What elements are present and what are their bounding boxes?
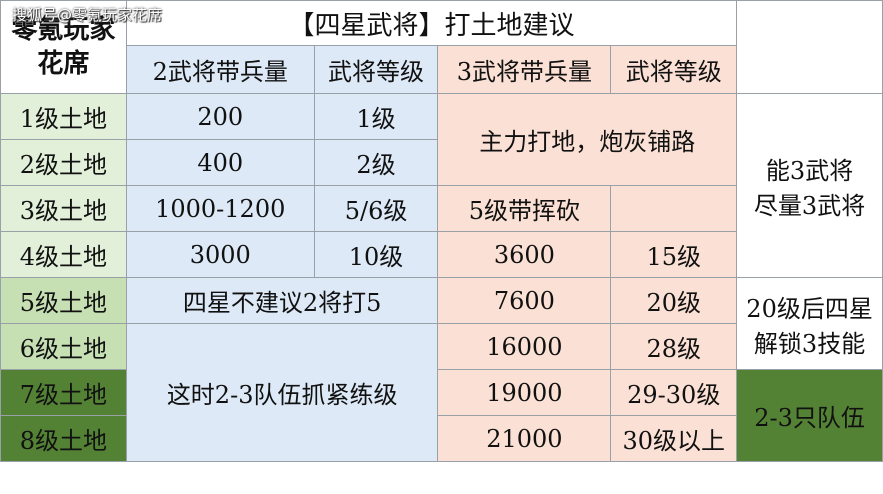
troops-3: 16000 (437, 323, 612, 370)
land-suggestion-table: 零氪玩家 花席 【四星武将】打土地建议 2武将带兵量 武将等级 3武将带兵量 武… (0, 0, 883, 462)
empty-level-3 (610, 185, 738, 232)
row-label: 6级土地 (0, 323, 127, 370)
row-label: 2级土地 (0, 139, 127, 186)
level-3: 28级 (610, 323, 738, 370)
header-2-troops: 2武将带兵量 (125, 45, 315, 94)
troops-3: 7600 (437, 277, 612, 324)
row-label: 1级土地 (0, 93, 127, 140)
row-label: 3级土地 (0, 185, 127, 232)
troops-3: 19000 (437, 369, 612, 416)
author-cell: 零氪玩家 花席 (0, 0, 127, 94)
troops-2: 200 (125, 93, 315, 140)
author-line-1: 零氪玩家 (11, 15, 116, 45)
troops-3: 21000 (437, 415, 612, 462)
note-team-count: 2-3只队伍 (736, 369, 883, 462)
team-train-note: 这时2-3队伍抓紧练级 (125, 323, 439, 462)
row-label: 8级土地 (0, 415, 127, 462)
troops-2: 1000-1200 (125, 185, 315, 232)
no-two-general-note: 四星不建议2将打5 (125, 277, 439, 324)
level-2: 5/6级 (313, 185, 439, 232)
note-line: 尽量3武将 (753, 191, 866, 220)
level-2: 2级 (313, 139, 439, 186)
level-2: 10级 (313, 231, 439, 278)
note-skill-unlock: 20级后四星 解锁3技能 (736, 277, 883, 370)
level-3: 15级 (610, 231, 738, 278)
troops-3: 3600 (437, 231, 612, 278)
table-title: 【四星武将】打土地建议 (125, 0, 738, 46)
troops-2: 3000 (125, 231, 315, 278)
note-line: 能3武将 (765, 156, 854, 185)
header-3-level: 武将等级 (610, 45, 738, 94)
watermark-text: 搜狐号@零氪玩家花席 (12, 6, 163, 24)
note-line: 解锁3技能 (753, 329, 866, 358)
level-2: 1级 (313, 93, 439, 140)
level-3: 30级以上 (610, 415, 738, 462)
row-label: 4级土地 (0, 231, 127, 278)
row-label: 7级土地 (0, 369, 127, 416)
main-force-note: 主力打地，炮灰铺路 (437, 93, 738, 186)
author-line-2: 花席 (37, 49, 90, 79)
row-label: 5级土地 (0, 277, 127, 324)
level-3: 29-30级 (610, 369, 738, 416)
note-line: 20级后四星 (746, 294, 873, 323)
troops-2: 400 (125, 139, 315, 186)
level-3: 20级 (610, 277, 738, 324)
header-3-troops: 3武将带兵量 (437, 45, 612, 94)
header-2-level: 武将等级 (313, 45, 439, 94)
lvl5-command-note: 5级带挥砍 (437, 185, 612, 232)
note-three-generals: 能3武将 尽量3武将 (736, 93, 883, 278)
blank-header-cell (736, 0, 883, 94)
